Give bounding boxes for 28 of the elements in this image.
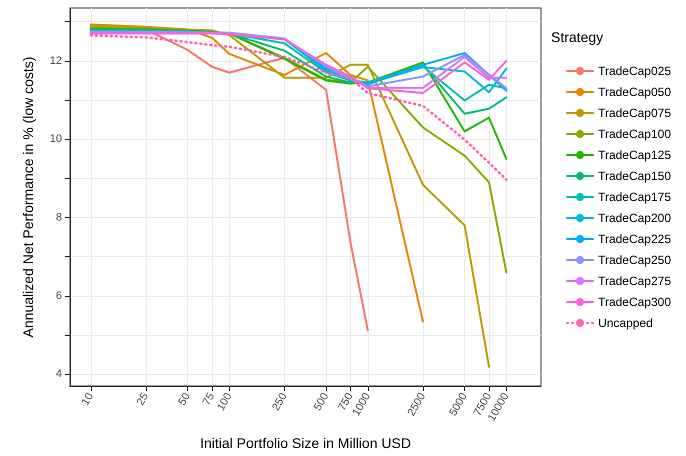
legend-label: TradeCap100 (598, 127, 672, 141)
legend-label: TradeCap225 (598, 232, 672, 246)
legend-label: TradeCap025 (598, 64, 672, 78)
y-axis-title: Annualized Net Performance in % (low costs) (20, 56, 36, 338)
legend-label: TradeCap125 (598, 148, 672, 162)
x-tick-label: 500 (312, 391, 332, 413)
legend-label: TradeCap050 (598, 85, 672, 99)
y-tick-label: 6 (56, 290, 62, 302)
legend-label: TradeCap250 (598, 253, 672, 267)
legend-label: TradeCap175 (598, 190, 672, 204)
x-axis-title: Initial Portfolio Size in Million USD (200, 435, 411, 451)
y-tick-label: 10 (50, 133, 62, 146)
x-tick-label: 25 (134, 391, 152, 408)
legend-label: TradeCap300 (598, 295, 672, 309)
y-tick-label: 4 (56, 368, 62, 380)
legend-label: Uncapped (598, 316, 653, 330)
x-tick-label: 50 (176, 391, 193, 408)
x-tick-label: 100 (214, 391, 234, 413)
x-tick-label: 10 (79, 391, 96, 408)
legend-label: TradeCap200 (598, 211, 672, 225)
legend-label: TradeCap275 (598, 274, 672, 288)
x-tick-label: 75 (200, 391, 218, 408)
legend-label: TradeCap075 (598, 106, 672, 120)
x-tick-label: 250 (270, 391, 290, 413)
y-tick-label: 8 (56, 212, 62, 224)
y-tick-label: 12 (50, 54, 62, 67)
legend-label: TradeCap150 (598, 169, 672, 183)
legend-title: Strategy (551, 29, 604, 45)
